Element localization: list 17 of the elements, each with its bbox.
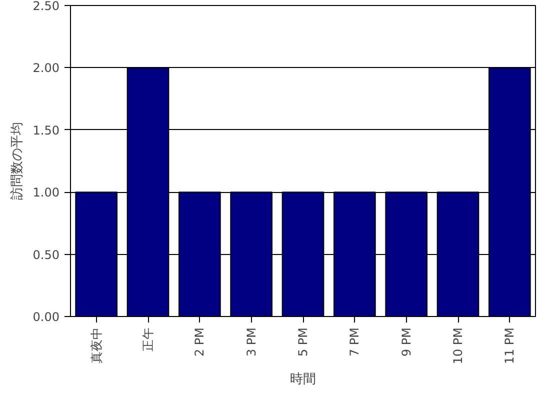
x-tick-label: 10 PM	[451, 327, 465, 364]
x-tick-label: 11 PM	[502, 327, 517, 364]
y-tick-label: 1.50	[32, 123, 60, 138]
x-tick-label: 9 PM	[399, 327, 414, 357]
y-tick-label: 0.00	[32, 310, 60, 324]
y-tick-label: 0.50	[32, 248, 60, 262]
x-tick-label: 5 PM	[296, 327, 310, 357]
x-tick-label: 3 PM	[244, 327, 258, 357]
y-axis-title: 訪問数の平均	[10, 122, 25, 200]
y-tick-label: 1.00	[32, 186, 60, 200]
x-tick-label: 真夜中	[89, 328, 104, 364]
x-axis-title: 時間	[290, 372, 316, 388]
x-tick-label: 正午	[141, 328, 155, 352]
x-tick-label: 2 PM	[192, 327, 207, 357]
y-tick-label: 2.00	[32, 61, 60, 76]
x-tick-label: 7 PM	[348, 327, 362, 357]
y-tick-label: 2.50	[32, 0, 60, 13]
